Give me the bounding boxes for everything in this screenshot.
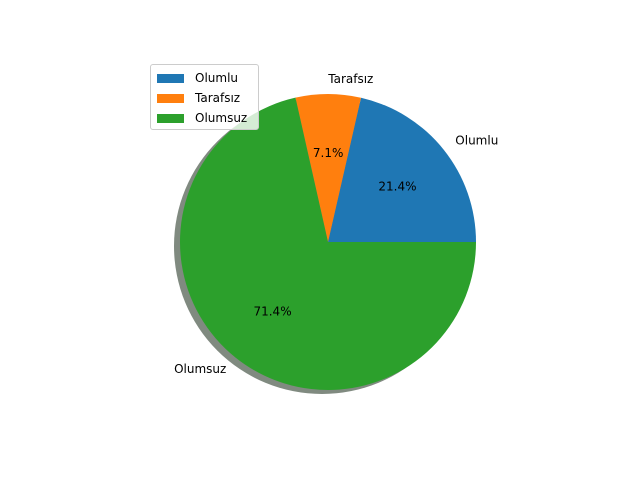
slice-percent-olumsuz: 71.4% <box>253 304 291 318</box>
legend-swatch-olumsuz <box>157 113 184 123</box>
slice-percent-olumlu: 21.4% <box>378 180 416 194</box>
slice-label-tarafsiz: Tarafsız <box>327 72 373 86</box>
pie-slice-olumsuz <box>180 97 476 391</box>
legend-item-olumlu: Olumlu <box>157 68 258 88</box>
slice-label-olumsuz: Olumsuz <box>174 362 226 376</box>
legend-swatch-olumlu <box>157 73 184 83</box>
slice-percent-tarafsiz: 7.1% <box>313 146 344 160</box>
pie-slices <box>180 94 476 391</box>
legend-item-olumsuz: Olumsuz <box>157 108 258 128</box>
legend-swatch-tarafsiz <box>157 93 184 103</box>
slice-label-olumlu: Olumlu <box>455 134 498 148</box>
pie-labels: Olumlu 21.4% Tarafsız 7.1% Olumsuz 71.4% <box>174 72 498 376</box>
pie-slice-olumlu <box>328 97 476 242</box>
legend-label-olumlu: Olumlu <box>195 71 239 85</box>
legend-label-olumsuz: Olumsuz <box>195 111 248 125</box>
legend-item-tarafsiz: Tarafsız <box>157 88 258 108</box>
pie-slice-tarafsiz <box>295 94 361 242</box>
legend-label-tarafsiz: Tarafsız <box>195 91 241 105</box>
legend: Olumlu Tarafsız Olumsuz <box>150 64 259 130</box>
